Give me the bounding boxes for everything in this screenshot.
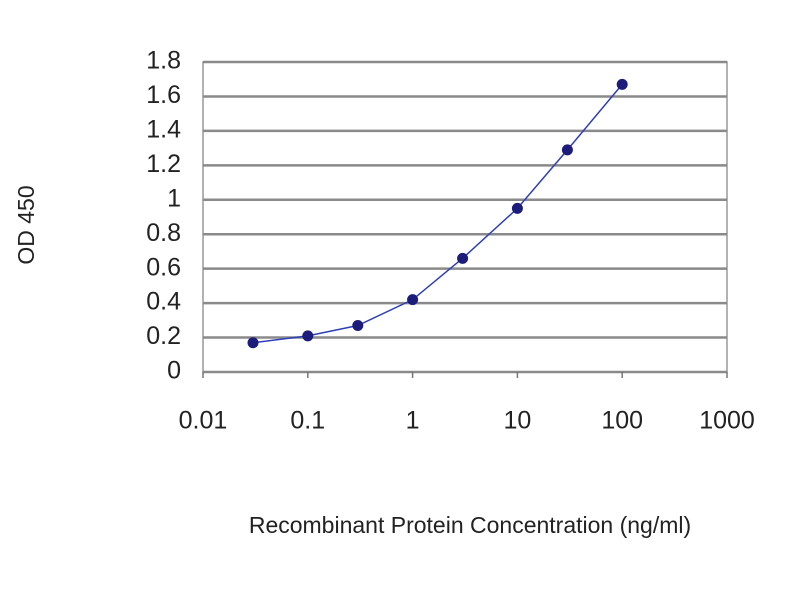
x-tick-label: 0.1 — [290, 407, 325, 435]
data-point — [561, 144, 573, 156]
x-tick-label: 10 — [503, 407, 531, 435]
fit-line — [252, 83, 623, 344]
y-tick-label: 1 — [167, 184, 181, 212]
x-tick-label: 1000 — [699, 407, 755, 435]
y-tick-label: 0.2 — [146, 322, 181, 350]
y-tick-label: 0.8 — [146, 219, 181, 247]
data-point — [302, 330, 314, 342]
y-tick-label: 0.6 — [146, 253, 181, 281]
x-tick-label: 1 — [406, 407, 420, 435]
x-axis-label: Recombinant Protein Concentration (ng/ml… — [249, 512, 691, 538]
data-point — [352, 320, 364, 331]
y-tick-label: 1.4 — [146, 115, 181, 143]
data-point — [247, 337, 259, 349]
y-tick-label: 0.4 — [146, 288, 181, 316]
data-point — [616, 78, 628, 90]
y-tick-label: 1.2 — [146, 150, 181, 178]
data-point — [407, 294, 419, 306]
y-tick-label: 1.8 — [146, 47, 181, 75]
plot-area — [202, 61, 728, 373]
y-tick-label: 1.6 — [146, 81, 181, 109]
data-point — [511, 202, 523, 214]
x-tick-label: 0.01 — [179, 407, 228, 435]
data-point — [457, 252, 469, 264]
y-axis-label: OD 450 — [13, 185, 39, 264]
y-tick-label: 0 — [167, 357, 181, 385]
x-tick-label: 100 — [601, 407, 643, 435]
